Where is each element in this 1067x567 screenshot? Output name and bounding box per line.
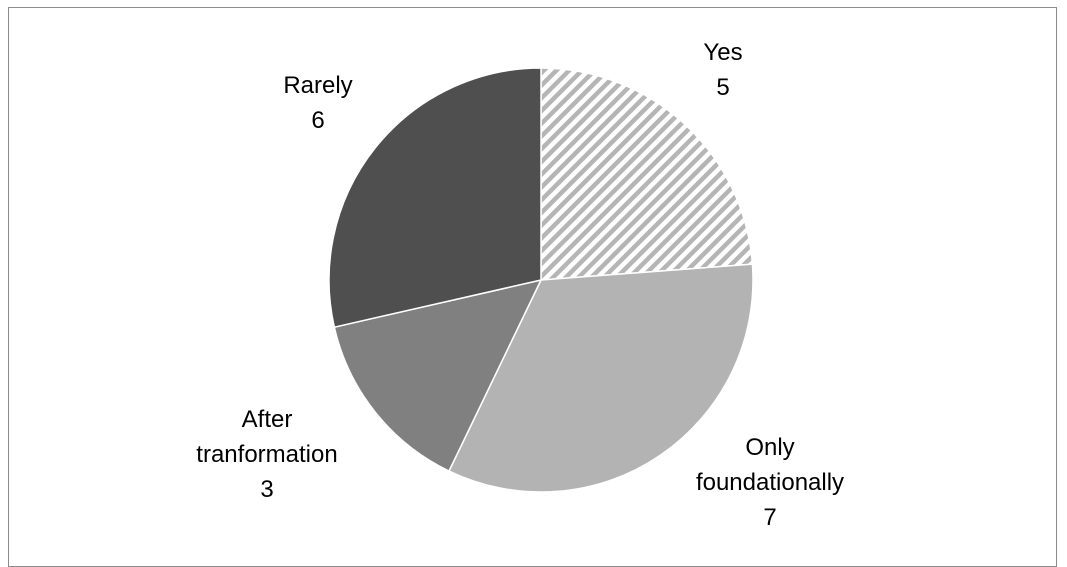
pie-chart: Yes 5 Only foundationally 7 After tranformatio… — [196, 39, 844, 531]
pie-data-labels: Yes 5 Only foundationally 7 After tranformatio… — [196, 39, 844, 531]
data-label-rarely: Rarely 6 — [283, 72, 352, 134]
pie-slices — [328, 67, 754, 493]
data-label-only-foundationally: Only foundationally 7 — [696, 434, 844, 531]
data-label-yes: Yes 5 — [703, 39, 742, 101]
pie-slice-yes — [540, 67, 754, 281]
data-label-after-tranformation: After tranformation 3 — [196, 406, 337, 503]
pie-slice-rarely — [328, 67, 542, 329]
pie-slice-after-tranformation — [333, 278, 543, 473]
pie-slice-only-foundationally — [448, 263, 754, 493]
